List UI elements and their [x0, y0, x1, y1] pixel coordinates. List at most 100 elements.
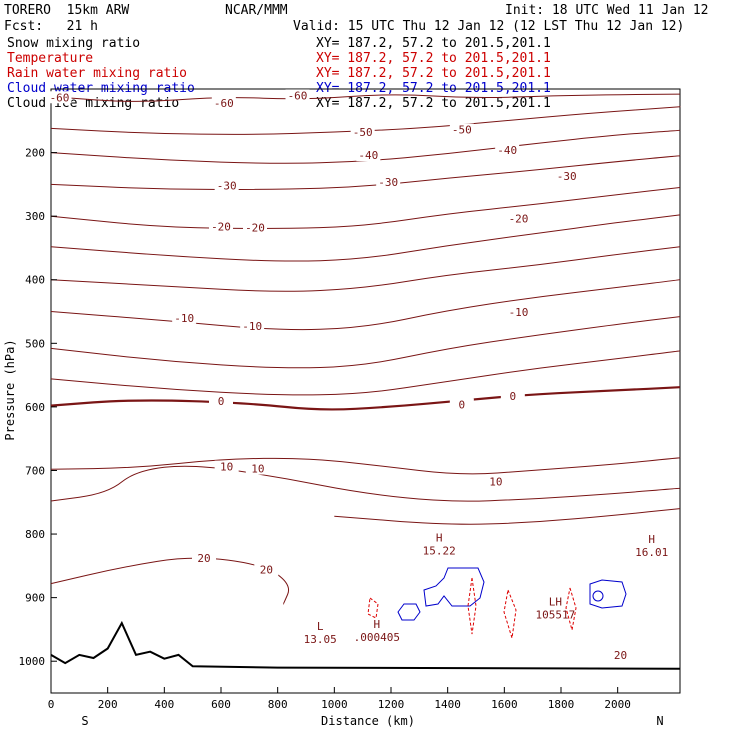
cloud-rain-contours: [367, 567, 627, 639]
contour-label-bg: [506, 306, 531, 319]
temperature-contour-line: [50, 279, 681, 331]
north-label: N: [656, 714, 663, 728]
contour-label: -60: [214, 97, 234, 110]
field-xy-cloud-ice: XY= 187.2, 57.2 to 201.5,201.1: [316, 96, 551, 111]
y-tick-label: 900: [25, 592, 45, 605]
model-name: TORERO 15km ARW: [4, 3, 130, 18]
contour-label-bg: [449, 123, 474, 136]
contour-label: 10: [220, 461, 233, 474]
contour-label: -20: [211, 220, 231, 233]
plot-frame: [50, 88, 681, 694]
contour-label: -40: [358, 149, 378, 162]
cloud-water-contour: [423, 567, 485, 607]
temperature-contour-line: [50, 457, 681, 475]
y-tick-label: 200: [25, 147, 45, 160]
y-tick-label: 500: [25, 337, 45, 350]
extremum-value: 105517: [535, 608, 575, 621]
extremum-value: 15.22: [423, 545, 456, 558]
extremum-value: .000405: [354, 631, 400, 644]
contour-label: -10: [509, 306, 529, 319]
field-xy-rain: XY= 187.2, 57.2 to 201.5,201.1: [316, 66, 551, 81]
contour-label: -20: [509, 213, 529, 226]
rain-contour: [503, 588, 517, 639]
contour-label-bg: [449, 398, 474, 411]
contour-label: 0: [459, 398, 466, 411]
contour-label: 20: [614, 649, 627, 662]
cloud-water-contour: [589, 579, 627, 609]
contour-label-bg: [254, 563, 279, 576]
contour-label: -30: [378, 176, 398, 189]
extremum-marker: L: [317, 620, 324, 633]
contour-label: -30: [217, 180, 237, 193]
field-name-temperature: Temperature: [7, 51, 94, 66]
temperature-contour-line: [50, 129, 681, 164]
x-tick-label: 1200: [378, 698, 405, 711]
extremum-value: 16.01: [635, 546, 668, 559]
axes: 0 200 400 600 800 1000 1200 1400 1600 1800 2000200…: [19, 147, 631, 711]
y-axis-label: Pressure (hPa): [3, 339, 17, 440]
rain-contour: [565, 587, 577, 631]
valid-time: Valid: 15 UTC Thu 12 Jan 12 (12 LST Thu …: [293, 19, 685, 34]
contour-label: 0: [218, 395, 225, 408]
south-label: S: [81, 714, 88, 728]
terrain-line: [50, 620, 681, 670]
contour-label-bg: [192, 552, 216, 565]
contour-label-bg: [356, 149, 381, 162]
y-tick-label: 400: [25, 274, 45, 287]
contour-label-bg: [214, 460, 239, 473]
temperature-contour-line: [50, 155, 681, 191]
contour-label: -50: [452, 124, 472, 137]
y-tick-label: 1000: [19, 655, 46, 668]
contour-label: -60: [288, 89, 308, 102]
cloud-water-contour: [397, 603, 421, 621]
contour-labels: -60 -60 -60 -50 -50 -40 -40 -30 -30 -30 -20 -20 -20 -…: [47, 89, 633, 662]
contour-label-bg: [209, 220, 233, 233]
forecast-hour: Fcst: 21 h: [4, 19, 98, 34]
contour-label-bg: [209, 395, 233, 408]
field-name-rain: Rain water mixing ratio: [7, 66, 188, 81]
x-tick-label: 1600: [491, 698, 518, 711]
contour-label: -50: [353, 126, 373, 139]
x-tick-label: 800: [268, 698, 288, 711]
contour-label-bg: [495, 144, 520, 157]
temperature-contour-line: [334, 508, 681, 525]
x-tick-label: 400: [154, 698, 174, 711]
contour-label-bg: [47, 91, 72, 104]
temperature-contour-line: [50, 350, 681, 396]
rain-contour: [367, 597, 379, 619]
contour-label: -20: [245, 222, 265, 235]
contour-label-bg: [172, 311, 197, 324]
contour-label-bg: [243, 221, 267, 234]
extremum-marker: H: [436, 532, 443, 545]
contour-label: -10: [174, 312, 194, 325]
contour-label-bg: [350, 126, 375, 139]
field-xy-temperature: XY= 187.2, 57.2 to 201.5,201.1: [316, 51, 551, 66]
x-tick-label: 600: [211, 698, 231, 711]
x-tick-label: 1400: [434, 698, 461, 711]
x-tick-label: 2000: [604, 698, 631, 711]
temperature-contour-line: [50, 316, 681, 369]
extremum-value: 13.05: [304, 633, 337, 646]
extremum-marker: H: [648, 533, 655, 546]
x-tick-label: 1000: [321, 698, 348, 711]
init-time: Init: 18 UTC Wed 11 Jan 12: [505, 3, 709, 18]
temperature-contour-line: [50, 214, 681, 262]
temperature-contours: [50, 93, 681, 605]
field-xy-snow: XY= 187.2, 57.2 to 201.5,201.1: [316, 36, 551, 51]
temperature-contour-line: [50, 246, 681, 292]
extremum-marker: LH: [549, 595, 562, 608]
contour-label: 20: [260, 564, 273, 577]
contour-label-bg: [211, 96, 236, 109]
contour-label: -30: [557, 170, 577, 183]
cloud-water-contour: [592, 590, 604, 602]
contour-label: -60: [50, 91, 70, 104]
temperature-contour-line: [50, 465, 681, 502]
x-tick-label: 200: [98, 698, 118, 711]
contour-label-bg: [554, 170, 579, 183]
temperature-contour-line: [50, 386, 681, 411]
temperature-contour-line: [50, 557, 290, 605]
contour-label-bg: [500, 390, 525, 403]
y-tick-label: 800: [25, 528, 45, 541]
rain-contour: [467, 577, 477, 635]
